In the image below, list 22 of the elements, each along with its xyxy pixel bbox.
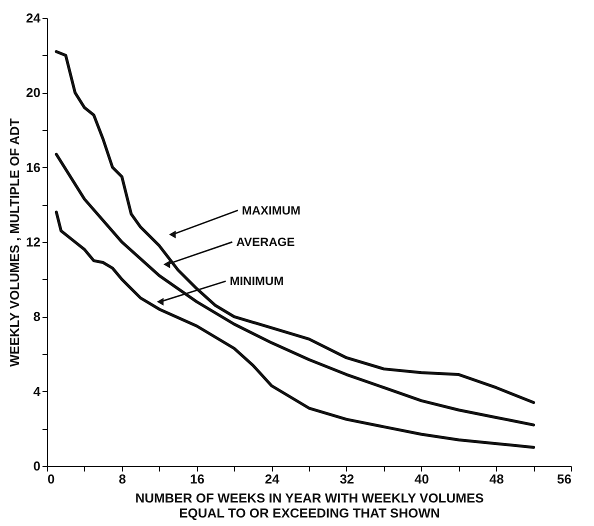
- y-tick-label: 20: [26, 85, 40, 100]
- y-tick-label: 0: [33, 458, 40, 474]
- y-tick-label: 16: [26, 160, 40, 175]
- annotation: AVERAGE: [236, 235, 295, 249]
- annotation: MAXIMUM: [242, 203, 301, 218]
- x-tick-label: 0: [48, 472, 55, 486]
- y-tick-label: 8: [33, 309, 40, 324]
- x-tick-label: 56: [557, 472, 572, 486]
- y-tick-label: 12: [26, 234, 40, 250]
- y-tick-label: 4: [33, 384, 42, 399]
- x-axis-title: NUMBER OF WEEKS IN YEAR WITH WEEKLY VOLUMES EQUAL TO OR EXCEEDING THAT SHOWN: [135, 490, 484, 520]
- y-axis-title: WEEKLY VOLUMES , MULTIPLE OF ADT: [7, 118, 22, 367]
- x-tick-label: 8: [118, 472, 126, 486]
- x-tick-label: 32: [340, 472, 354, 486]
- line-series: [54, 152, 536, 426]
- line-series: [54, 50, 536, 404]
- x-tick-label: 16: [190, 472, 204, 486]
- annotation: MINIMUM: [230, 274, 284, 288]
- x-tick-label: 40: [414, 472, 430, 486]
- y-tick-label: 24: [26, 10, 42, 26]
- x-tick-label: 24: [264, 472, 280, 486]
- x-tick-label: 48: [489, 472, 504, 486]
